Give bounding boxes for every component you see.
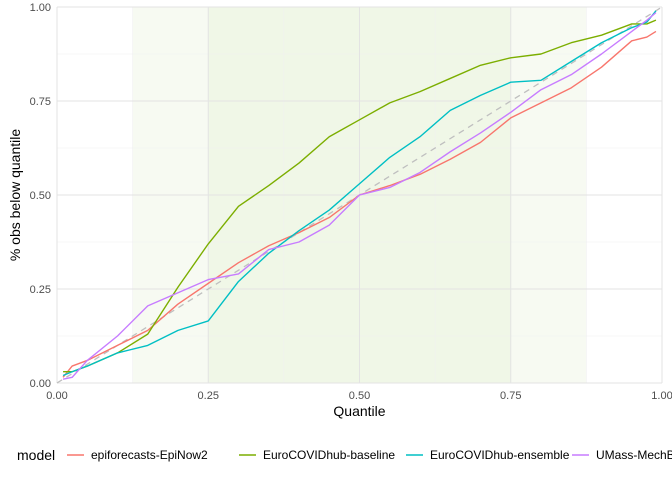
legend-label-4: UMass-MechBayes [596, 448, 672, 462]
legend-label-1: epiforecasts-EpiNow2 [91, 448, 208, 462]
series-line-3 [62, 10, 657, 377]
x-tick-labels: 0.00 0.25 0.50 0.75 1.00 [46, 390, 672, 402]
x-axis-title: Quantile [333, 403, 385, 419]
x-tick-label: 0.50 [349, 390, 370, 402]
x-tick-label: 1.00 [651, 390, 672, 402]
legend: model epiforecasts-EpiNow2 EuroCOVIDhub-b… [17, 447, 672, 463]
y-tick-label: 0.75 [30, 96, 51, 108]
legend-title: model [17, 447, 55, 463]
legend-label-3: EuroCOVIDhub-ensemble [430, 448, 570, 462]
series-lines [62, 10, 657, 380]
grid-lines [56, 6, 663, 384]
y-tick-label: 0.50 [30, 190, 51, 202]
y-tick-label: 0.25 [30, 284, 51, 296]
y-tick-label: 0.00 [30, 378, 51, 390]
series-line-4 [62, 12, 657, 380]
x-tick-label: 0.75 [500, 390, 521, 402]
x-tick-label: 0.00 [46, 390, 67, 402]
legend-label-2: EuroCOVIDhub-baseline [263, 448, 395, 462]
series-line-2 [63, 19, 657, 373]
y-axis-title: % obs below quantile [7, 129, 23, 262]
y-tick-label: 1.00 [30, 2, 51, 14]
x-tick-label: 0.25 [198, 390, 219, 402]
y-tick-labels: 0.00 0.25 0.50 0.75 1.00 [30, 2, 51, 390]
